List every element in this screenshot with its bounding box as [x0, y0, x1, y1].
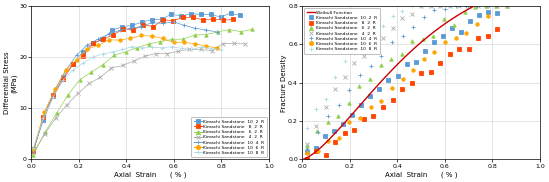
Legend: Weibull Function, Kimachi Sandstone  10  2  R, Kimachi Sandstone   8  2  R, Kima: Weibull Function, Kimachi Sandstone 10 2…: [304, 8, 380, 54]
Y-axis label: Fracture Density: Fracture Density: [281, 54, 287, 112]
Legend: Kimachi Sandstone  10  2  R, Kimachi Sandstone   8  2  R, Kimachi Sandstone   6 : Kimachi Sandstone 10 2 R, Kimachi Sandst…: [192, 117, 267, 157]
Y-axis label: Differential Stress
(MPa): Differential Stress (MPa): [4, 52, 18, 114]
X-axis label: Axial  Strain      ( % ): Axial Strain ( % ): [114, 171, 186, 178]
X-axis label: Axial  Strain      ( % ): Axial Strain ( % ): [385, 171, 457, 178]
